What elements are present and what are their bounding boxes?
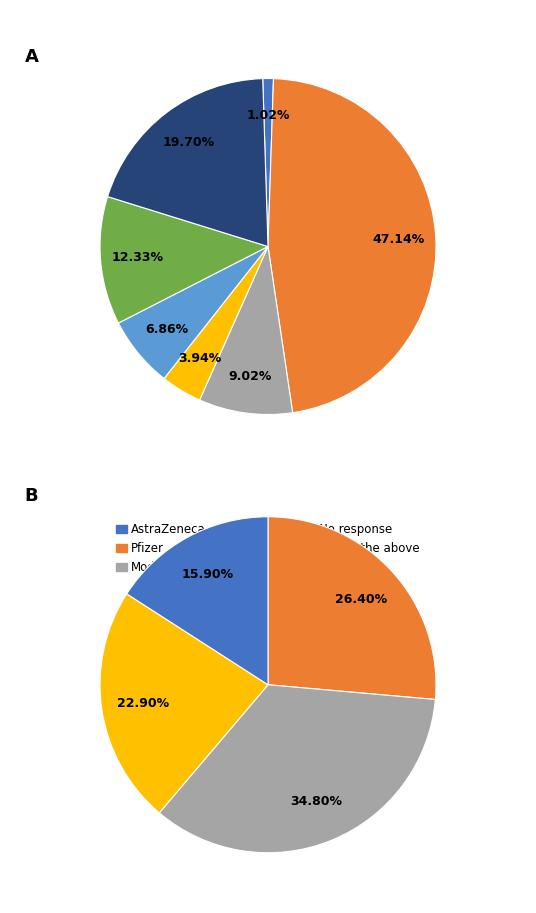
- Text: 34.80%: 34.80%: [290, 795, 342, 808]
- Wedge shape: [263, 79, 273, 247]
- Wedge shape: [159, 685, 435, 853]
- Wedge shape: [268, 517, 436, 699]
- Text: 12.33%: 12.33%: [111, 251, 163, 264]
- Wedge shape: [199, 247, 293, 415]
- Text: 1.02%: 1.02%: [247, 109, 290, 122]
- Text: 19.70%: 19.70%: [162, 136, 215, 149]
- Text: A: A: [25, 48, 38, 67]
- Text: 3.94%: 3.94%: [178, 352, 222, 365]
- Wedge shape: [100, 196, 268, 323]
- Text: 22.90%: 22.90%: [117, 697, 169, 709]
- Wedge shape: [164, 247, 268, 400]
- Wedge shape: [126, 517, 268, 685]
- Wedge shape: [118, 247, 268, 379]
- Wedge shape: [108, 79, 268, 247]
- Legend: AstraZeneca, Pfizer, Moderna, Sinopharm, Sinovac, No response, Any of the above: AstraZeneca, Pfizer, Moderna, Sinopharm,…: [114, 521, 422, 577]
- Text: 47.14%: 47.14%: [373, 233, 425, 246]
- Text: 9.02%: 9.02%: [228, 370, 272, 383]
- Wedge shape: [268, 79, 436, 413]
- Text: 15.90%: 15.90%: [182, 568, 234, 581]
- Wedge shape: [100, 593, 268, 813]
- Text: B: B: [25, 487, 38, 505]
- Text: 26.40%: 26.40%: [335, 593, 387, 606]
- Text: 6.86%: 6.86%: [145, 323, 188, 336]
